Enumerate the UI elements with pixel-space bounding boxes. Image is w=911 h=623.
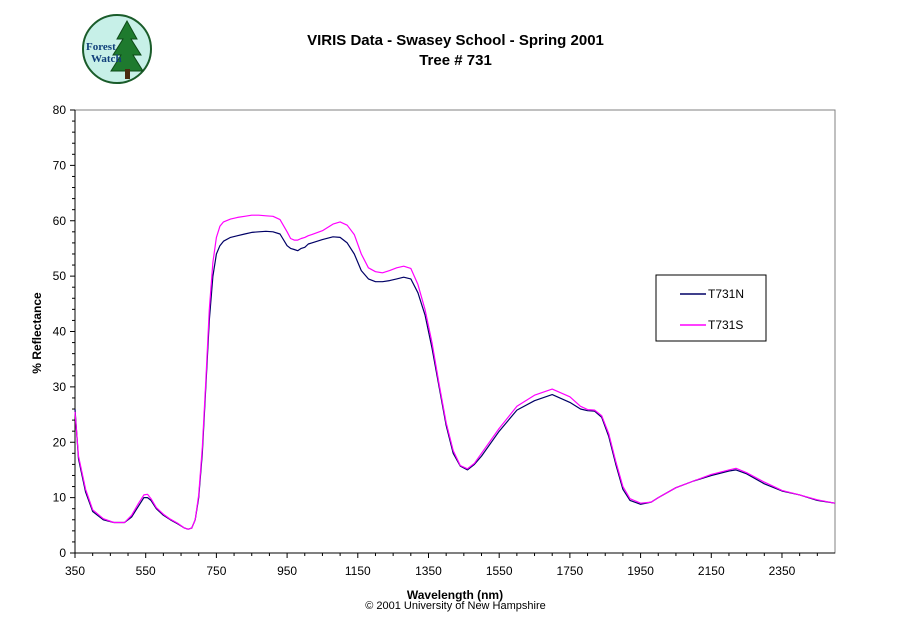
x-tick-label: 2350	[769, 564, 796, 578]
x-tick-label: 1950	[627, 564, 654, 578]
copyright-text: © 2001 University of New Hampshire	[365, 600, 546, 612]
y-tick-label: 40	[53, 325, 67, 339]
y-tick-label: 50	[53, 269, 67, 283]
y-tick-label: 80	[53, 103, 67, 117]
chart-legend: T731N T731S	[655, 274, 767, 342]
chart-series-group	[74, 214, 836, 530]
legend-box	[655, 274, 767, 342]
chart-subtitle: Tree # 731	[419, 52, 492, 69]
y-tick-label: 10	[53, 491, 67, 505]
y-tick-label: 70	[53, 158, 67, 172]
x-tick-label: 2150	[698, 564, 725, 578]
x-axis-label: Wavelength (nm)	[407, 588, 503, 602]
x-tick-label: 1350	[415, 564, 442, 578]
y-tick-label: 0	[59, 546, 66, 560]
legend-label-t731s: T731S	[708, 318, 743, 332]
x-tick-label: 1550	[486, 564, 513, 578]
y-tick-label: 20	[53, 435, 67, 449]
chart-title: VIRIS Data - Swasey School - Spring 2001	[307, 32, 604, 49]
x-tick-label: 550	[136, 564, 156, 578]
series-line-t731s	[74, 214, 836, 530]
x-tick-label: 950	[277, 564, 297, 578]
y-tick-label: 30	[53, 380, 67, 394]
x-tick-label: 1150	[345, 564, 371, 578]
chart-axes: 0 10 20 30 40 50 60 70 80 350 550 750 950 1150 1350 155…	[53, 103, 836, 578]
x-tick-label: 1750	[557, 564, 584, 578]
forest-watch-logo: Forest Watch	[82, 14, 152, 84]
logo-text-line1: Forest	[86, 41, 116, 53]
y-axis-label: % Reflectance	[30, 292, 44, 374]
x-tick-label: 750	[206, 564, 226, 578]
legend-label-t731n: T731N	[708, 287, 744, 301]
x-tick-label: 350	[65, 564, 85, 578]
logo-text-line2: Watch	[91, 53, 122, 65]
y-tick-label: 60	[53, 214, 67, 228]
